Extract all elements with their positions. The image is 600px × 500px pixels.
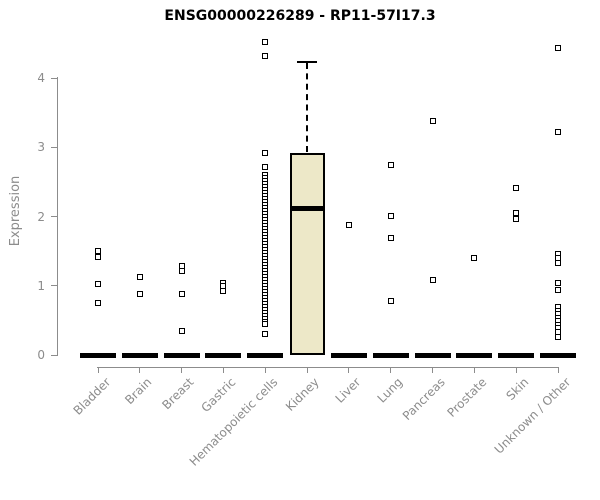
outlier-point (95, 254, 101, 261)
outlier-point (262, 320, 269, 327)
collapsed-box-lung (372, 352, 409, 358)
y-tick-label: 2 (37, 209, 45, 224)
upper-whisker (306, 63, 309, 152)
outlier-point (262, 149, 269, 156)
outlier-point (555, 129, 561, 135)
collapsed-box-brain (121, 352, 158, 358)
outlier-point (262, 38, 269, 45)
collapsed-box-hematopoietic-cells (247, 352, 284, 358)
x-axis-tick (390, 367, 392, 373)
outlier-point (513, 216, 520, 223)
box-kidney (289, 152, 325, 355)
collapsed-box-unknown-other (540, 352, 576, 358)
outlier-point (136, 273, 143, 280)
outlier-point (387, 297, 394, 304)
x-axis-tick (139, 367, 141, 373)
x-axis-tick (264, 367, 266, 373)
outlier-point (555, 259, 561, 266)
category-label-breast: Breast (159, 375, 197, 413)
y-axis-tick (51, 354, 57, 356)
outlier-point (387, 162, 394, 169)
median-line (289, 206, 325, 212)
outlier-point (429, 117, 436, 124)
outlier-point (555, 286, 561, 293)
category-label-kidney: Kidney (283, 375, 322, 414)
y-tick-label: 1 (37, 278, 45, 293)
y-tick-label: 4 (37, 71, 45, 85)
upper-whisker-cap (297, 61, 318, 64)
y-axis-tick (51, 146, 57, 148)
outlier-point (262, 330, 269, 337)
outlier-point (555, 333, 561, 340)
category-label-pancreas: Pancreas (399, 375, 448, 424)
outlier-point (471, 255, 478, 262)
y-axis-tick (51, 77, 57, 79)
outlier-point (95, 248, 101, 255)
y-axis-tick (51, 285, 57, 287)
x-axis-tick (557, 367, 559, 373)
y-tick-label: 3 (37, 140, 45, 155)
outlier-point (429, 277, 436, 284)
x-axis-tick (222, 367, 224, 373)
category-label-liver: Liver (333, 375, 364, 406)
outlier-point (178, 327, 185, 334)
x-axis-tick (181, 367, 183, 373)
x-axis-line (97, 367, 559, 368)
outlier-point (555, 44, 561, 51)
x-axis-tick (348, 367, 350, 373)
x-axis-tick (515, 367, 517, 373)
outlier-point (178, 267, 185, 274)
outlier-point (387, 212, 394, 219)
outlier-point (555, 279, 561, 286)
outlier-point (95, 300, 101, 307)
category-label-skin: Skin (503, 375, 532, 403)
x-axis-tick (473, 367, 475, 373)
collapsed-box-breast (163, 352, 200, 358)
collapsed-box-skin (498, 352, 535, 358)
category-label-gastric: Gastric (198, 375, 239, 415)
y-tick-label: 0 (37, 348, 45, 362)
category-label-lung: Lung (375, 375, 406, 406)
category-label-unknown-other: Unknown / Other (491, 375, 573, 457)
x-axis-tick (432, 367, 434, 373)
y-axis-line (57, 77, 58, 356)
category-label-bladder: Bladder (70, 375, 113, 418)
outlier-point (136, 291, 143, 298)
x-axis-tick (97, 367, 99, 373)
outlier-point (95, 281, 101, 288)
collapsed-box-pancreas (414, 352, 451, 358)
outlier-point (345, 221, 352, 228)
outlier-point (220, 288, 227, 295)
outlier-point (513, 210, 520, 217)
outlier-point (178, 291, 185, 298)
collapsed-box-gastric (205, 352, 242, 358)
category-label-brain: Brain (122, 375, 155, 408)
outlier-point (387, 234, 394, 241)
x-axis-tick (306, 367, 308, 373)
collapsed-box-prostate (456, 352, 493, 358)
y-axis-tick (51, 216, 57, 217)
outlier-point (262, 163, 269, 170)
outlier-point (513, 185, 520, 192)
collapsed-box-liver (330, 352, 367, 358)
outlier-point (262, 52, 269, 59)
chart-title: ENSG00000226289 - RP11-57I17.3 (164, 8, 436, 24)
category-label-prostate: Prostate (444, 375, 490, 420)
collapsed-box-bladder (80, 352, 116, 358)
